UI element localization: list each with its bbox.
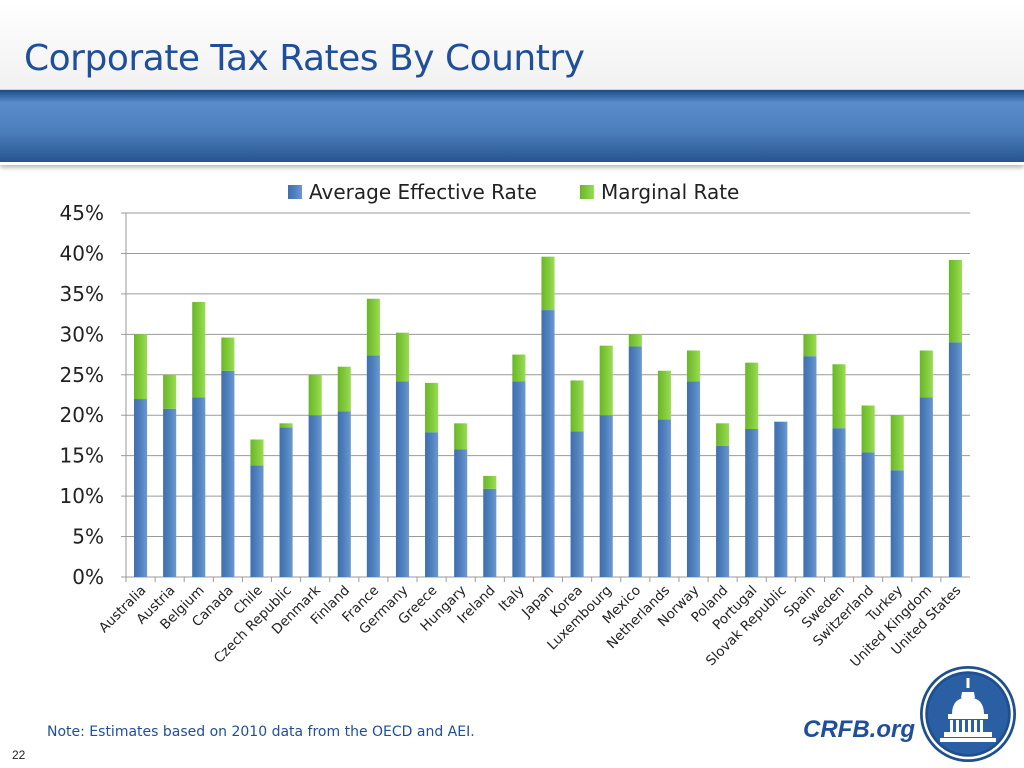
bar-average-effective	[541, 310, 555, 577]
bar-marginal	[919, 350, 933, 398]
bar-average-effective	[803, 356, 817, 577]
bar-average-effective	[570, 431, 584, 577]
bar-average-effective	[686, 381, 701, 577]
bar-marginal	[948, 259, 962, 343]
y-tick-label: 20%	[60, 403, 104, 427]
x-tick-label: Japan	[518, 583, 557, 622]
bar-marginal	[686, 350, 701, 382]
legend-label: Average Effective Rate	[309, 180, 537, 204]
y-tick-label: 5%	[72, 525, 104, 549]
bar-marginal	[861, 405, 875, 453]
bar-marginal	[395, 332, 410, 382]
bar-marginal	[366, 298, 380, 356]
bar-marginal	[541, 256, 555, 311]
bar-marginal	[745, 362, 759, 429]
bar-average-effective	[832, 428, 846, 577]
y-tick-label: 35%	[60, 282, 104, 306]
bar-average-effective	[948, 342, 962, 577]
bar-marginal	[716, 423, 730, 446]
y-tick-label: 10%	[60, 484, 104, 508]
bar-average-effective	[919, 397, 933, 577]
bar-average-effective	[221, 370, 235, 577]
bar-marginal	[803, 334, 817, 357]
bar-average-effective	[163, 408, 177, 577]
bar-average-effective	[395, 381, 410, 577]
page-number: 22	[12, 748, 26, 762]
bar-marginal	[454, 423, 468, 450]
y-tick-label: 30%	[60, 322, 104, 346]
bar-average-effective	[861, 452, 875, 577]
stacked-bar-chart: 0%5%10%15%20%25%30%35%40%45%AustraliaAus…	[60, 180, 970, 670]
bar-marginal	[512, 354, 526, 382]
bar-marginal	[570, 380, 584, 432]
bar-average-effective	[890, 470, 904, 577]
bar-average-effective	[512, 381, 526, 577]
bar-average-effective	[483, 488, 497, 577]
bar-marginal	[890, 415, 904, 471]
bar-marginal	[483, 475, 497, 489]
header-banner	[0, 90, 1024, 165]
bar-average-effective	[599, 415, 613, 577]
y-tick-label: 45%	[60, 201, 104, 225]
bar-marginal	[425, 382, 439, 433]
bar-marginal	[657, 370, 671, 420]
bar-average-effective	[192, 397, 206, 577]
bar-average-effective	[366, 355, 380, 577]
bar-marginal	[308, 374, 322, 416]
legend-swatch-marginal	[580, 185, 594, 199]
bar-marginal	[221, 337, 235, 371]
bar-marginal	[250, 439, 264, 466]
bar-average-effective	[774, 421, 788, 577]
bar-average-effective	[279, 427, 293, 577]
bar-average-effective	[134, 399, 148, 577]
bar-marginal	[134, 334, 148, 400]
bar-average-effective	[716, 445, 730, 577]
bar-marginal	[337, 366, 351, 412]
bar-average-effective	[745, 428, 759, 577]
capitol-dome-seal-icon	[920, 666, 1016, 762]
bar-average-effective	[308, 415, 322, 577]
y-tick-label: 25%	[60, 363, 104, 387]
bar-average-effective	[337, 411, 351, 577]
bar-marginal	[599, 345, 613, 416]
bar-marginal	[279, 423, 293, 428]
bar-marginal	[628, 334, 642, 347]
bar-marginal	[192, 301, 206, 398]
bar-marginal	[832, 364, 846, 429]
legend-label: Marginal Rate	[601, 180, 739, 204]
slide-title: Corporate Tax Rates By Country	[24, 38, 585, 79]
footnote: Note: Estimates based on 2010 data from …	[47, 724, 475, 740]
y-tick-label: 40%	[60, 241, 104, 265]
title-band	[0, 0, 1024, 90]
bar-average-effective	[250, 465, 264, 577]
y-tick-label: 0%	[72, 565, 104, 589]
bar-average-effective	[425, 432, 439, 577]
bar-marginal	[163, 374, 177, 409]
brand-logo-text[interactable]: CRFB.org	[803, 716, 915, 743]
bar-average-effective	[628, 346, 642, 577]
legend-swatch-average-effective	[288, 185, 302, 199]
y-tick-label: 15%	[60, 444, 104, 468]
bar-average-effective	[454, 449, 468, 577]
bar-average-effective	[657, 419, 671, 577]
